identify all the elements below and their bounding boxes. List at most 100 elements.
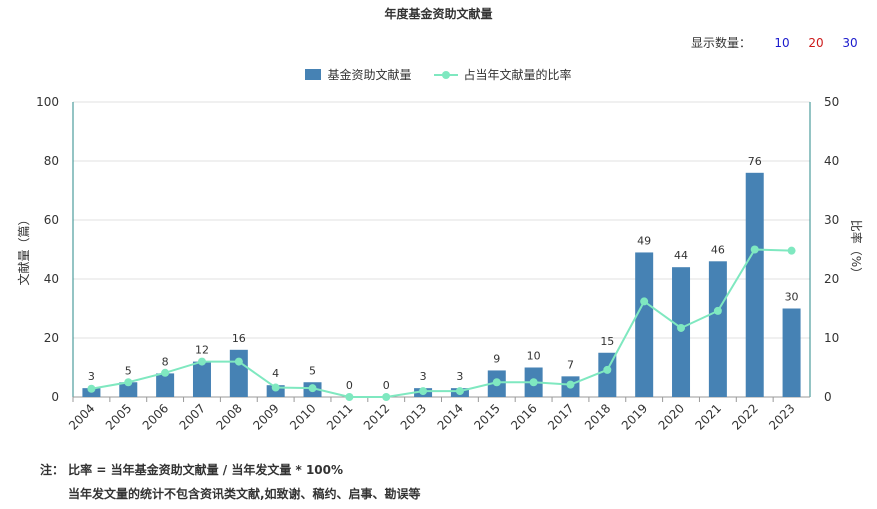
- bar: [192, 361, 211, 397]
- ratio-point: [419, 387, 428, 396]
- bar: [635, 252, 654, 397]
- y-tick-label-left: 60: [44, 213, 59, 227]
- note-ratio-formula: 注： 比率 = 当年基金资助文献量 / 当年发文量 * 100%: [40, 463, 344, 477]
- bar: [745, 172, 764, 397]
- bar: [782, 308, 801, 397]
- bar: [598, 352, 617, 397]
- bar-value-label: 0: [346, 379, 353, 392]
- x-tick-label: 2007: [177, 401, 208, 432]
- y-tick-label-right: 30: [824, 213, 839, 227]
- legend-line-label: 占当年文献量的比率: [463, 68, 572, 82]
- y-tick-label-right: 10: [824, 331, 839, 345]
- y-tick-label-left: 0: [51, 390, 59, 404]
- bar-value-label: 46: [711, 243, 725, 256]
- legend-line-swatch: [433, 70, 458, 80]
- ratio-point: [345, 393, 354, 401]
- ratio-point: [640, 297, 649, 306]
- ratio-point: [271, 383, 280, 392]
- bar: [229, 349, 248, 397]
- bar-value-label: 5: [125, 364, 132, 377]
- bar-value-label: 15: [600, 335, 614, 348]
- x-tick-label: 2008: [213, 401, 244, 432]
- ratio-point: [677, 323, 686, 332]
- bar-value-label: 30: [785, 291, 799, 304]
- x-tick-label: 2005: [103, 401, 134, 432]
- x-tick-label: 2011: [324, 401, 355, 432]
- chart-legend: 基金资助文献量 占当年文献量的比率: [0, 66, 877, 83]
- ratio-point: [455, 387, 464, 396]
- ratio-point: [161, 368, 170, 377]
- x-tick-label: 2014: [435, 401, 466, 432]
- legend-item-line[interactable]: 占当年文献量的比率: [433, 66, 572, 83]
- y-tick-label-right: 50: [824, 95, 839, 109]
- legend-item-bar[interactable]: 基金资助文献量: [305, 66, 412, 83]
- x-tick-label: 2006: [140, 401, 171, 432]
- ratio-point: [566, 380, 575, 389]
- display-count-option-30[interactable]: 30: [842, 35, 858, 50]
- chart-title: 年度基金资助文献量: [384, 7, 493, 21]
- x-tick-label: 2022: [729, 401, 760, 432]
- x-tick-label: 2004: [66, 401, 97, 432]
- legend-bar-swatch: [305, 69, 322, 80]
- ratio-point: [382, 393, 391, 401]
- x-tick-label: 2012: [361, 401, 392, 432]
- y-tick-label-left: 40: [44, 272, 59, 286]
- ratio-point: [234, 357, 243, 366]
- y-tick-label-left: 80: [44, 154, 59, 168]
- ratio-line: [91, 248, 792, 398]
- y-axis-title-right: 比率（%）: [849, 220, 864, 279]
- bar-value-label: 3: [456, 370, 463, 383]
- bar-value-label: 7: [567, 358, 574, 371]
- ratio-point: [713, 306, 722, 315]
- bar-value-label: 44: [674, 249, 688, 262]
- x-tick-label: 2013: [398, 401, 429, 432]
- bar-value-label: 16: [232, 332, 246, 345]
- bar-value-label: 49: [637, 234, 651, 247]
- bar-value-label: 76: [748, 155, 762, 168]
- ratio-point: [87, 384, 96, 393]
- x-tick-label: 2017: [545, 401, 576, 432]
- x-tick-label: 2021: [692, 401, 723, 432]
- y-tick-label-left: 100: [36, 95, 59, 109]
- ratio-point: [750, 245, 759, 254]
- bar-value-label: 3: [88, 370, 95, 383]
- y-tick-label-right: 0: [824, 390, 832, 404]
- ratio-point: [197, 357, 206, 366]
- ratio-point: [603, 365, 612, 374]
- bar-value-label: 9: [493, 352, 500, 365]
- x-tick-label: 2010: [287, 401, 318, 432]
- y-tick-label-left: 20: [44, 331, 59, 345]
- bar-value-label: 12: [195, 344, 209, 357]
- bar-value-label: 0: [383, 379, 390, 392]
- bar: [119, 382, 138, 397]
- ratio-point: [308, 384, 317, 393]
- x-tick-label: 2015: [471, 401, 502, 432]
- bar-value-label: 3: [420, 370, 427, 383]
- bar: [672, 267, 691, 397]
- ratio-point: [124, 378, 133, 387]
- ratio-point: [529, 378, 538, 387]
- bar-value-label: 10: [527, 350, 541, 363]
- chart-notes: 注： 比率 = 当年基金资助文献量 / 当年发文量 * 100% 当年发文量的统…: [40, 458, 421, 506]
- x-tick-label: 2023: [766, 401, 797, 432]
- x-tick-label: 2016: [508, 401, 539, 432]
- x-tick-label: 2018: [582, 401, 613, 432]
- y-tick-label-right: 40: [824, 154, 839, 168]
- display-count-label: 显示数量：: [690, 36, 751, 50]
- ratio-point: [787, 246, 796, 255]
- display-count-option-20[interactable]: 20: [808, 35, 824, 50]
- note-exclusion: 当年发文量的统计不包含资讯类文献,如致谢、稿约、启事、勘误等: [68, 487, 421, 501]
- bar: [156, 373, 175, 397]
- x-tick-label: 2019: [619, 401, 650, 432]
- y-axis-title-left: 文献量（篇）: [16, 213, 31, 285]
- bar-value-label: 5: [309, 364, 316, 377]
- x-tick-label: 2009: [250, 401, 281, 432]
- bar-value-label: 4: [272, 367, 279, 380]
- display-count-option-10[interactable]: 10: [774, 35, 790, 50]
- x-tick-label: 2020: [656, 401, 687, 432]
- bar: [708, 261, 727, 397]
- legend-bar-label: 基金资助文献量: [327, 68, 412, 82]
- y-tick-label-right: 20: [824, 272, 839, 286]
- bar-value-label: 8: [162, 355, 169, 368]
